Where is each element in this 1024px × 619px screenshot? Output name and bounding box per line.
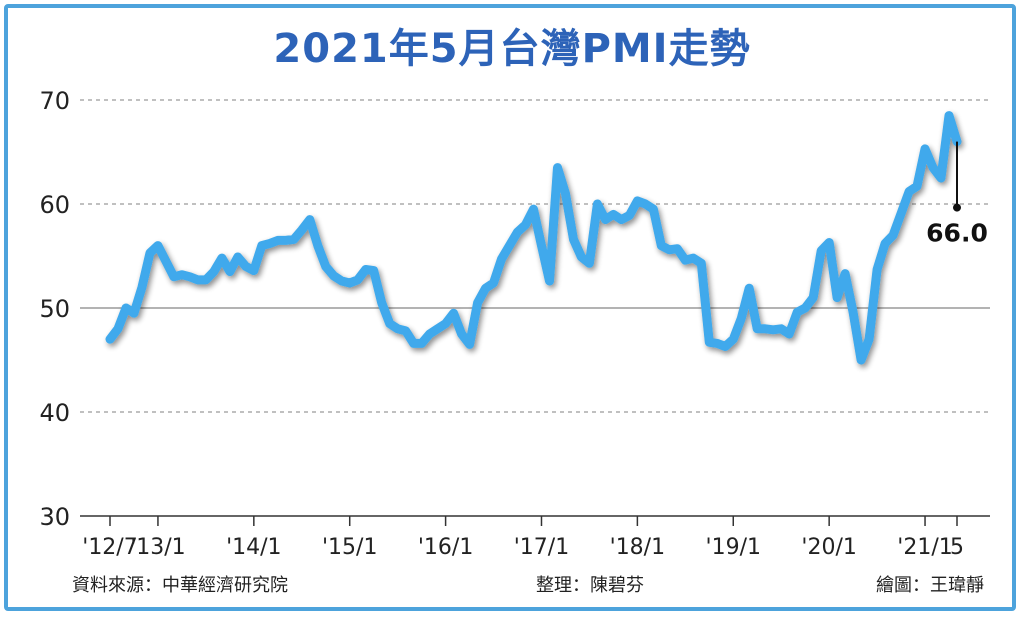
chart-title: 2021年5月台灣PMI走勢	[273, 26, 751, 72]
annotation-dot	[953, 203, 961, 212]
source-credit: 資料來源：中華經濟研究院	[72, 575, 288, 596]
annotation-label: 66.0	[926, 219, 988, 248]
y-tick-label: 70	[39, 87, 70, 115]
x-tick-label: '17/1	[514, 535, 569, 560]
x-tick-label: '19/1	[706, 535, 761, 560]
x-tick-labels: '12/7'13/1 '14/1 '15/1 '16/1 '17/1 '18/1 '19/1…	[82, 535, 964, 560]
x-tick-label: '21/1	[897, 535, 952, 560]
series-line-0	[105, 111, 962, 365]
y-tick-label: 40	[39, 399, 70, 427]
x-tick-label: '20/1	[801, 535, 856, 560]
illustrator-credit: 繪圖：王瑋靜	[876, 575, 984, 596]
editor-credit: 整理：陳碧芬	[536, 575, 644, 596]
x-tick-label: '16/1	[418, 535, 473, 560]
y-tick-labels: 30 40 50 60 70	[39, 87, 70, 531]
y-tick-label: 60	[39, 191, 70, 219]
x-tick-label: '12/7	[82, 535, 137, 560]
x-tick-label: '15/1	[322, 535, 377, 560]
x-tick-label: '13/1	[130, 535, 185, 560]
x-tick-label: '14/1	[226, 535, 281, 560]
y-tick-label: 50	[39, 295, 70, 323]
axes	[80, 515, 990, 526]
series-group	[105, 111, 962, 365]
x-tick-label: '18/1	[610, 535, 665, 560]
x-tick-label: 5	[950, 535, 964, 560]
y-tick-label: 30	[39, 503, 70, 531]
annotation-group: 66.0	[926, 141, 988, 248]
grid-lines	[80, 99, 990, 413]
